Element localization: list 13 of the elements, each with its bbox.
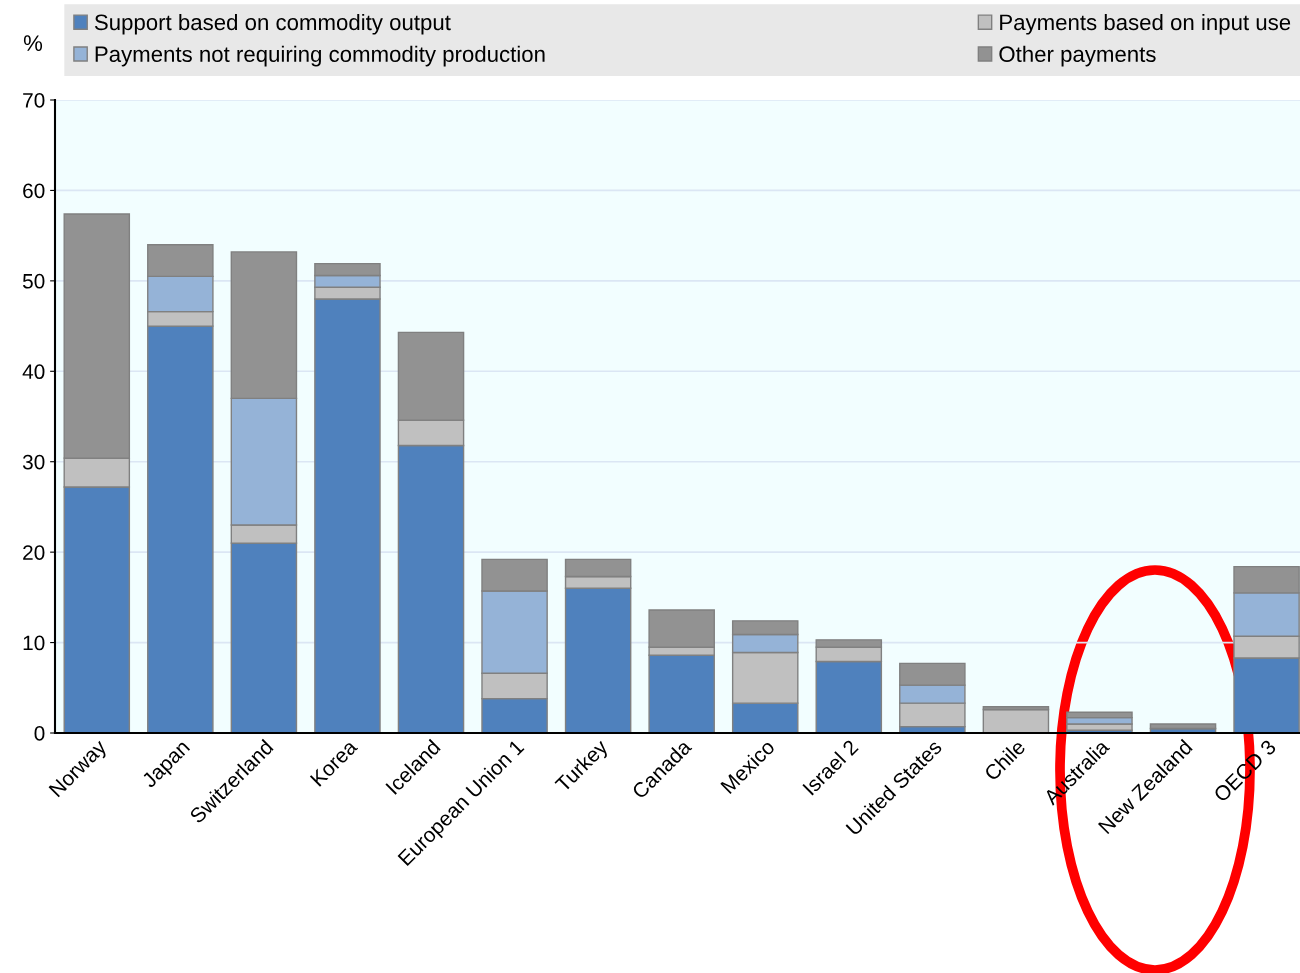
y-tick-label: 60	[23, 183, 45, 199]
y-tick-label: 50	[22, 273, 45, 289]
y-tick-label: 30	[22, 454, 45, 470]
y-tick-label: 70	[23, 93, 45, 108]
legend-label: Payments not requiring commodity production	[95, 45, 545, 67]
y-tick-label: 0	[34, 726, 45, 741]
y-axis-title: %	[23, 35, 43, 51]
legend-label: Other payments	[999, 45, 1156, 67]
legend-label: Support based on commodity output	[94, 13, 451, 35]
y-tick-label: 20	[23, 545, 45, 560]
y-tick-label: 40	[22, 364, 45, 380]
legend-label: Payments based on input use	[1000, 13, 1291, 35]
y-tick-label: 10	[23, 635, 45, 651]
